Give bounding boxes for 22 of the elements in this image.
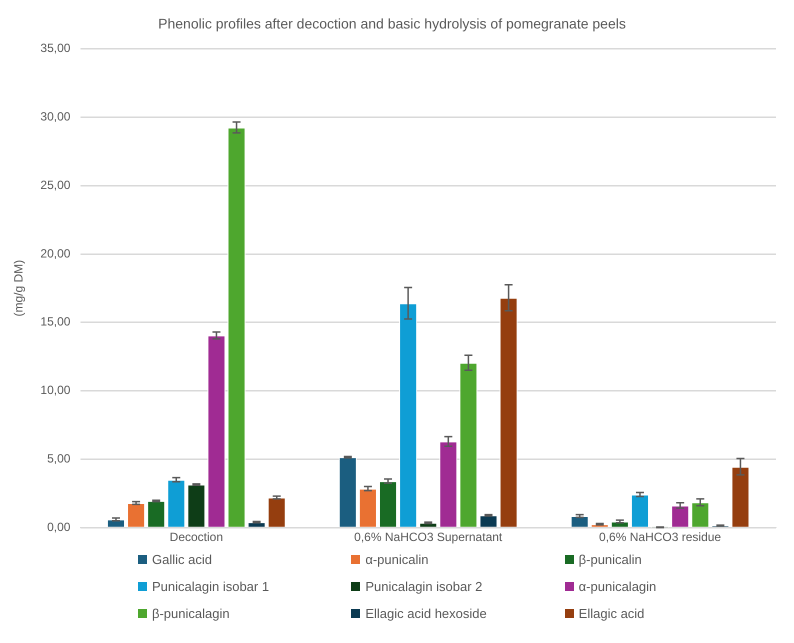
y-tick-label: 30,00 <box>40 110 71 124</box>
legend-label: α-punicalin <box>365 552 428 567</box>
y-tick-label: 25,00 <box>40 178 71 192</box>
legend-label: Punicalagin isobar 2 <box>365 579 482 594</box>
x-tick-label: 0,6% NaHCO3 Supernatant <box>354 530 503 544</box>
x-tick-label: 0,6% NaHCO3 residue <box>599 530 722 544</box>
legend-label: Punicalagin isobar 1 <box>152 579 270 594</box>
y-tick-label: 35,00 <box>40 41 71 56</box>
legend-label: Ellagic acid <box>578 606 644 621</box>
y-tick-label: 20,00 <box>40 246 71 260</box>
y-tick-label: 5,00 <box>47 452 71 466</box>
y-axis-title: (mg/g DM) <box>12 260 26 317</box>
x-tick-label: Decoction <box>170 530 224 544</box>
legend-label: β-punicalin <box>578 552 642 567</box>
legend-label: α-punicalagin <box>578 579 656 594</box>
chart-title: Phenolic profiles after decoction and basic hydrolysis of pomegranate peels <box>158 15 626 32</box>
legend-label: β-punicalagin <box>152 606 230 621</box>
legend-label: Gallic acid <box>152 552 212 567</box>
legend-label: Ellagic acid hexoside <box>365 606 487 621</box>
y-tick-label: 10,00 <box>40 383 71 398</box>
y-tick-label: 15,00 <box>40 314 71 329</box>
y-tick-label: 0,00 <box>47 520 71 534</box>
